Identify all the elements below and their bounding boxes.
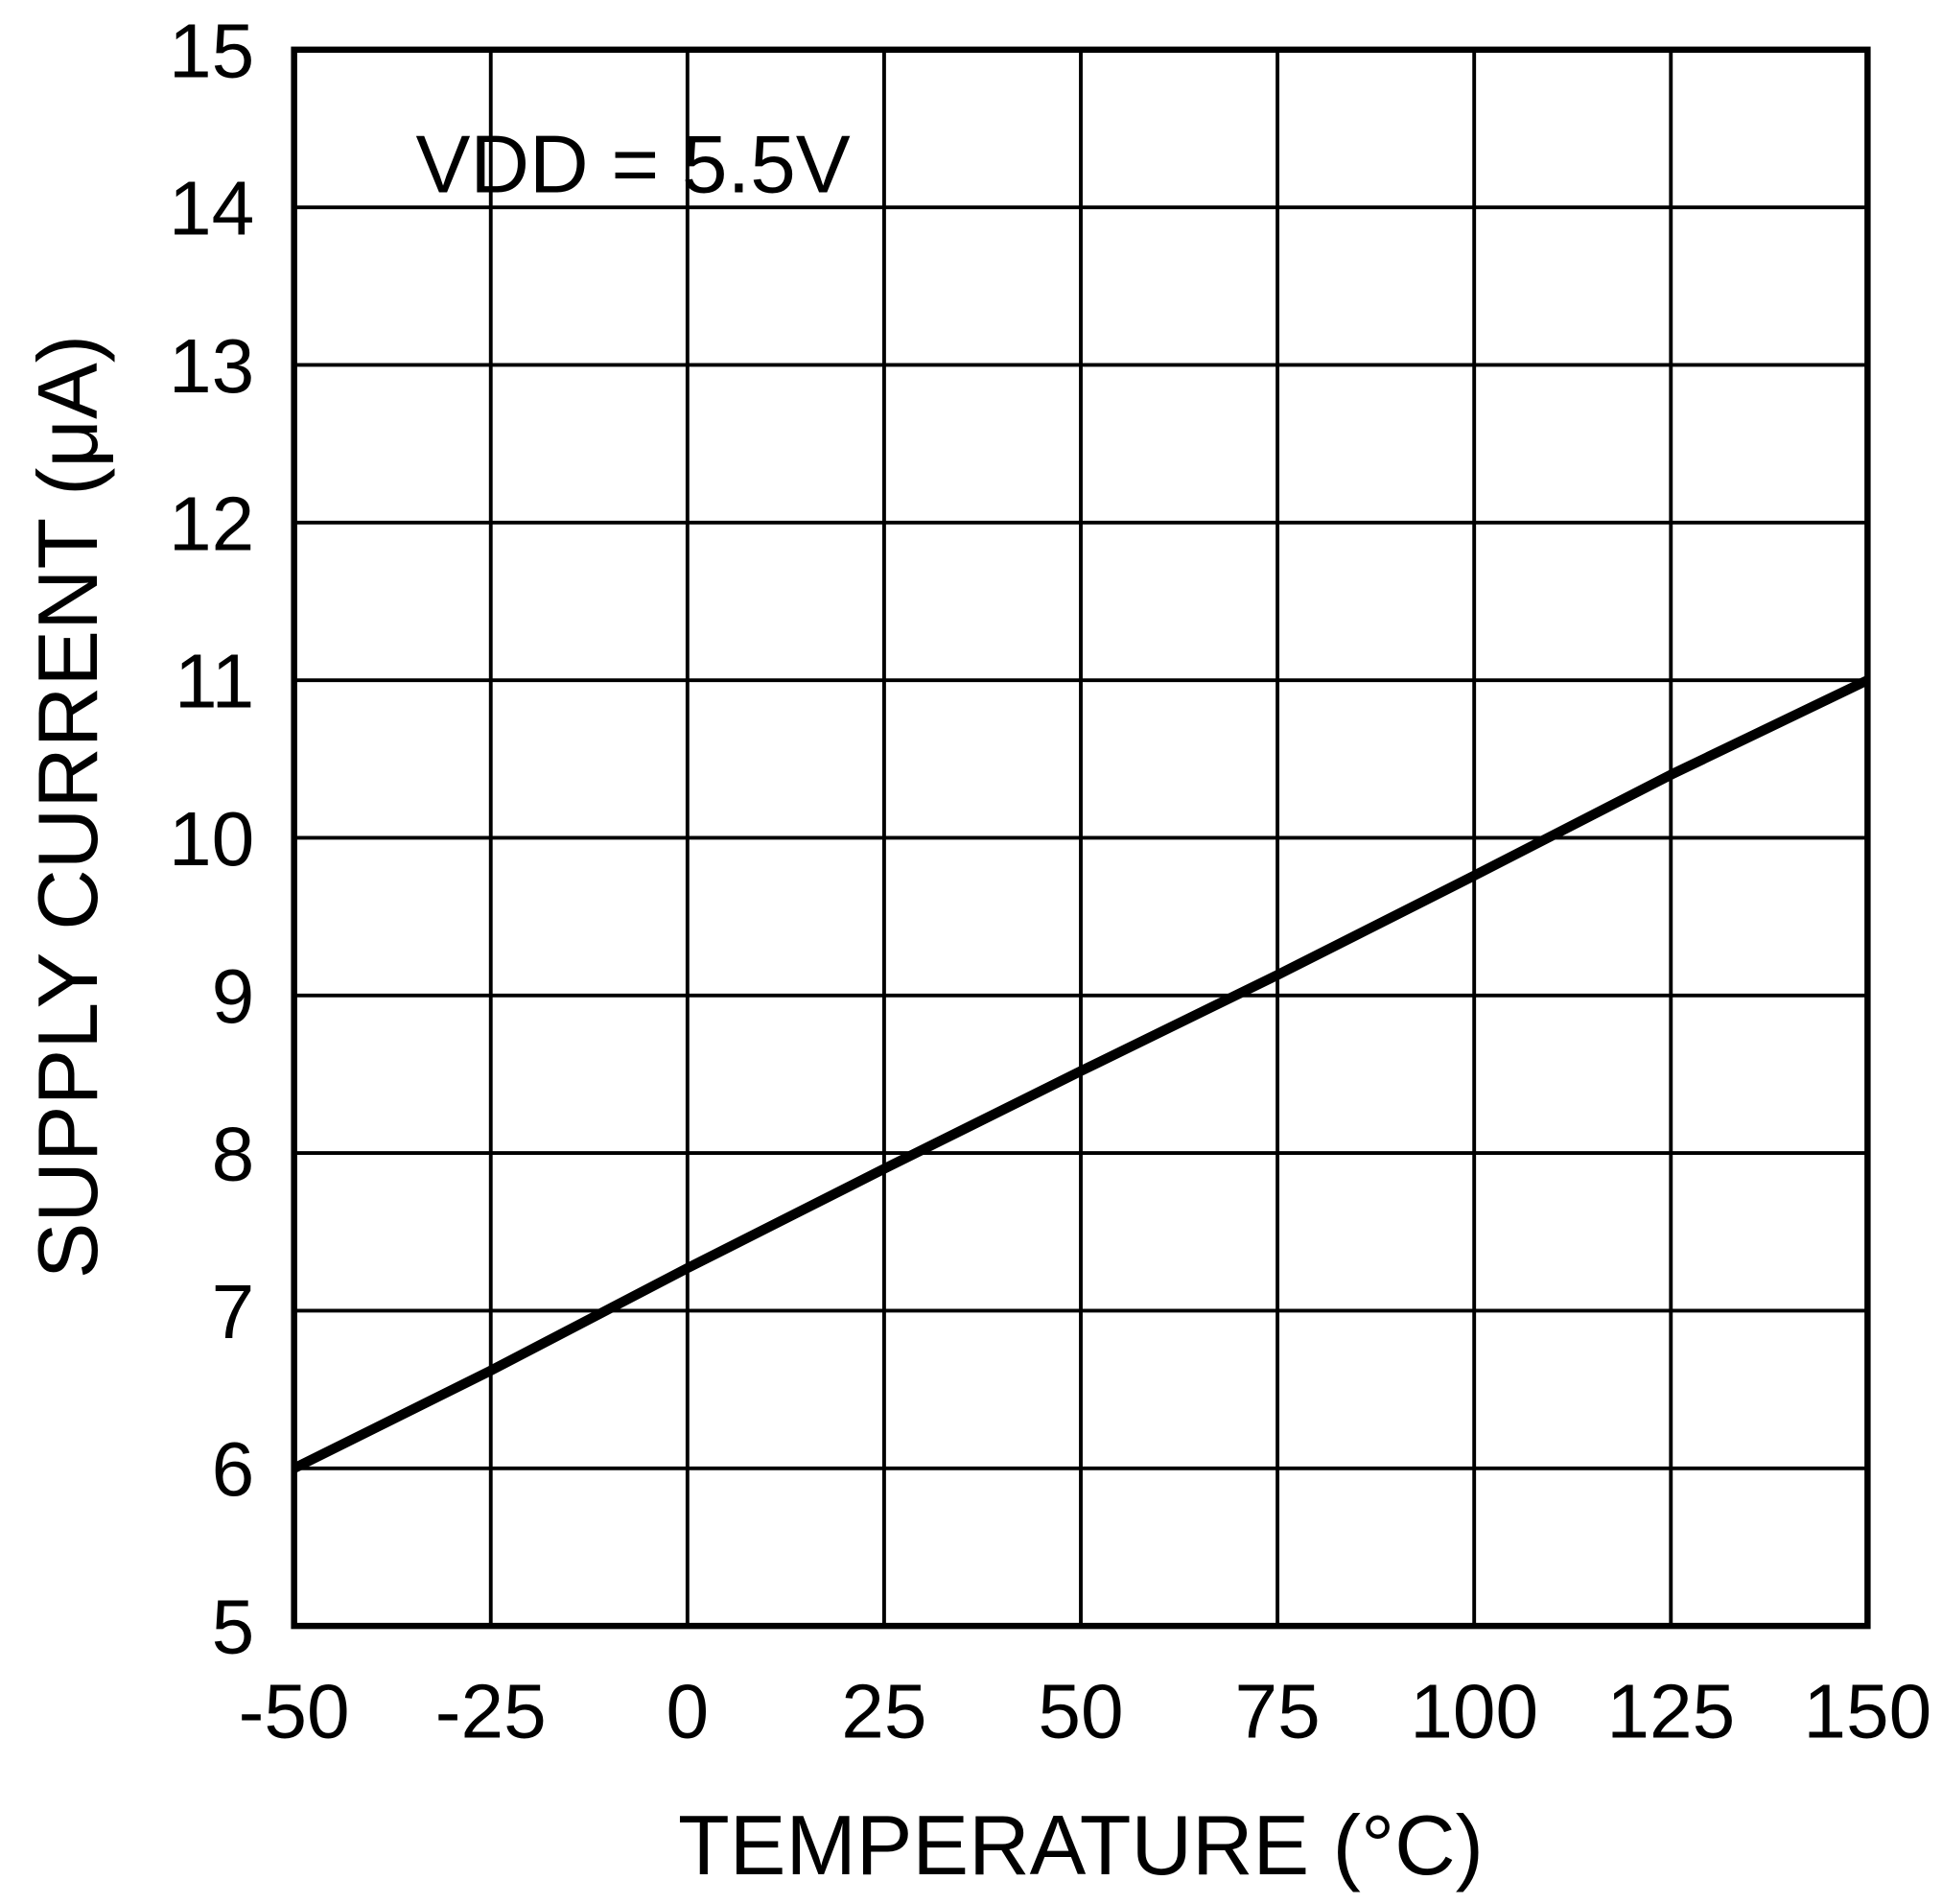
tick-labels: -50 -25 0 25 50 75 100 125 150 5 6 7 8 9 10 11 12 13 14 15 <box>169 7 1931 1753</box>
x-axis-label: TEMPERATURE (°C) <box>678 1798 1484 1892</box>
x-tick-label: 150 <box>1803 1668 1931 1754</box>
x-tick-label: 125 <box>1606 1668 1735 1754</box>
series-line <box>292 675 1870 1473</box>
y-axis-label: SUPPLY CURRENT (μA) <box>20 335 115 1279</box>
y-tick-label: 6 <box>212 1425 255 1512</box>
y-tick-label: 7 <box>212 1268 255 1354</box>
y-tick-label: 8 <box>212 1111 255 1197</box>
plot-frame <box>291 46 1871 1630</box>
x-tick-label: 75 <box>1234 1668 1320 1754</box>
series <box>292 675 1870 1473</box>
x-tick-label: 50 <box>1038 1668 1123 1754</box>
x-tick-label: -25 <box>435 1668 547 1754</box>
annotation: VDD = 5.5V <box>415 120 850 211</box>
y-tick-label: 9 <box>212 952 255 1039</box>
y-tick-label: 10 <box>169 795 254 881</box>
x-tick-label: -50 <box>239 1668 350 1754</box>
y-tick-label: 11 <box>175 638 254 724</box>
y-tick-label: 5 <box>212 1584 255 1670</box>
x-tick-label: 100 <box>1410 1668 1538 1754</box>
grid <box>292 47 1870 1629</box>
y-tick-label: 15 <box>169 7 254 93</box>
x-tick-label: 25 <box>841 1668 926 1754</box>
y-tick-label: 13 <box>169 322 254 409</box>
x-tick-label: 0 <box>667 1668 710 1754</box>
y-tick-label: 14 <box>169 165 254 251</box>
y-tick-label: 12 <box>169 480 254 566</box>
